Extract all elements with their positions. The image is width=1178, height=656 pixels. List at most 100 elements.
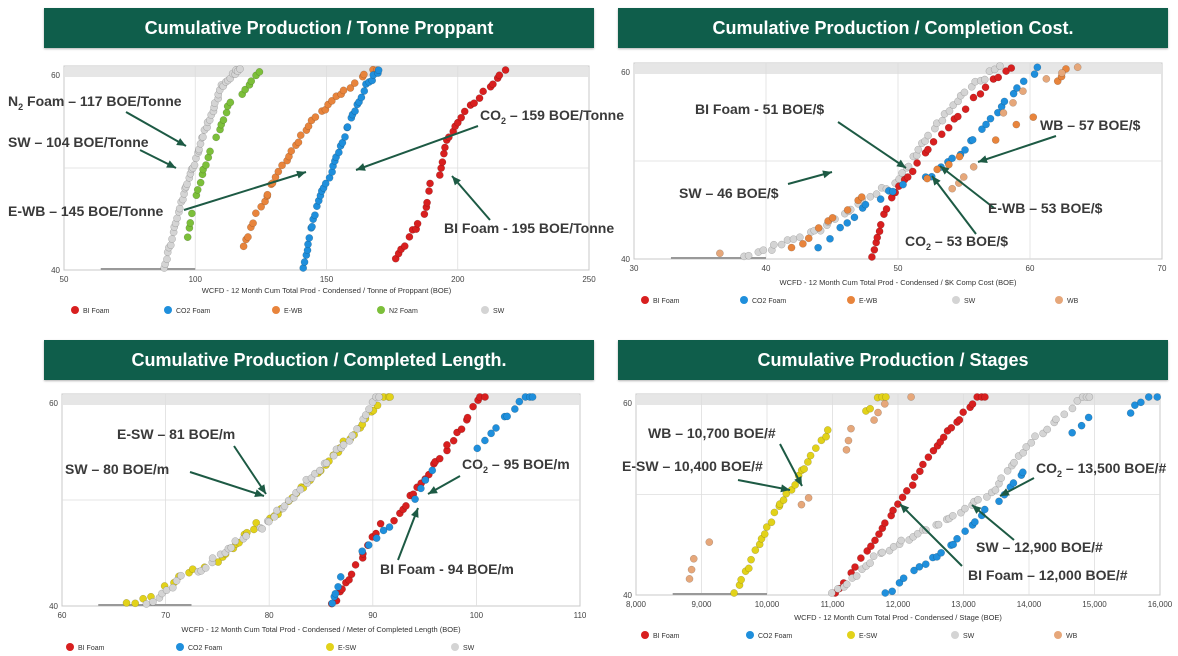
series-e-wb <box>787 65 1070 252</box>
data-point <box>402 502 410 510</box>
y-tick-label: 60 <box>51 71 60 80</box>
legend-marker <box>1054 631 1062 639</box>
data-point <box>747 555 755 564</box>
annotation-arrowhead <box>254 489 264 498</box>
data-point <box>336 573 345 581</box>
annotation-arrowhead <box>794 476 802 486</box>
data-point <box>945 160 953 169</box>
data-point <box>353 425 361 433</box>
series-wb <box>685 393 915 583</box>
annotation-arrowhead <box>428 486 438 494</box>
data-point <box>173 214 181 223</box>
data-point <box>339 86 348 95</box>
data-point <box>322 459 331 467</box>
data-point <box>804 494 813 502</box>
annotation-arrow <box>183 171 307 211</box>
legend-label: N2 Foam <box>389 308 418 315</box>
data-point <box>329 451 338 460</box>
legend-marker <box>326 643 334 651</box>
data-point <box>481 393 489 401</box>
data-point <box>339 440 348 449</box>
data-point <box>190 161 199 169</box>
data-point <box>149 597 157 606</box>
data-point <box>850 213 859 222</box>
x-tick-label: 14,000 <box>1017 600 1042 609</box>
annotation-arrow <box>125 111 187 147</box>
data-point <box>255 68 264 76</box>
data-point <box>971 518 979 526</box>
data-point <box>867 542 875 551</box>
data-point <box>878 548 887 557</box>
data-point <box>199 133 207 141</box>
legend-label: CO2 Foam <box>188 645 222 652</box>
data-point <box>843 206 852 214</box>
x-tick-label: 250 <box>582 275 596 284</box>
data-point <box>316 466 324 475</box>
data-point <box>435 171 444 179</box>
data-point <box>528 393 537 401</box>
data-point <box>457 425 466 434</box>
data-point <box>947 423 956 432</box>
annotation-label: CO2 – 13,500 BOE/# <box>1036 460 1167 479</box>
data-point <box>475 94 484 103</box>
data-point <box>501 66 510 74</box>
data-point <box>937 548 945 557</box>
annotation-label: BI Foam – 12,000 BOE/# <box>968 567 1128 583</box>
data-point <box>899 180 907 189</box>
data-point <box>1068 404 1077 413</box>
data-point <box>131 599 140 608</box>
x-tick-label: 150 <box>320 275 334 284</box>
annotation-arrowhead <box>176 138 186 146</box>
annotation-arrowhead <box>896 159 906 168</box>
data-point <box>914 145 923 154</box>
data-point <box>929 446 938 455</box>
annotation-arrow <box>451 175 491 221</box>
data-point <box>949 101 958 109</box>
annotation-arrowhead <box>780 484 790 493</box>
annotation-arrow <box>931 175 977 235</box>
data-point <box>948 154 956 163</box>
annotation-arrowhead <box>411 508 419 518</box>
data-point <box>208 554 217 562</box>
legend-marker <box>847 631 855 639</box>
data-point <box>1043 425 1052 434</box>
data-point <box>460 107 469 116</box>
series-bi-foam <box>391 66 510 263</box>
data-point <box>842 445 851 454</box>
data-point <box>881 519 889 527</box>
annotation-label: E-SW – 81 BOE/m <box>117 426 235 442</box>
series-e-wb <box>239 65 381 251</box>
data-point <box>1009 89 1018 98</box>
data-point <box>331 589 340 598</box>
data-point <box>469 402 477 411</box>
annotation-arrow <box>397 507 419 561</box>
data-point <box>870 416 878 424</box>
data-point <box>186 219 195 227</box>
x-tick-label: 90 <box>368 611 377 620</box>
y-tick-label: 40 <box>621 255 630 264</box>
data-point <box>193 185 202 194</box>
annotation-arrowhead <box>356 163 366 171</box>
data-point <box>876 195 885 204</box>
x-tick-label: 11,000 <box>821 600 845 609</box>
x-tick-label: 50 <box>894 264 903 273</box>
data-point <box>976 90 985 98</box>
annotation-arrow <box>355 125 479 171</box>
data-point <box>814 243 822 252</box>
data-point <box>278 161 286 170</box>
data-point <box>264 517 273 526</box>
data-point <box>1058 69 1066 77</box>
data-point <box>321 179 330 188</box>
data-point <box>142 600 151 608</box>
data-point <box>999 109 1008 117</box>
data-point <box>923 174 932 183</box>
data-point <box>449 436 458 445</box>
x-tick-label: 30 <box>630 264 639 273</box>
data-point <box>795 233 804 242</box>
data-point <box>334 582 342 591</box>
data-point <box>441 143 449 152</box>
data-point <box>955 152 964 161</box>
data-point <box>1018 468 1027 477</box>
data-point <box>348 431 357 440</box>
